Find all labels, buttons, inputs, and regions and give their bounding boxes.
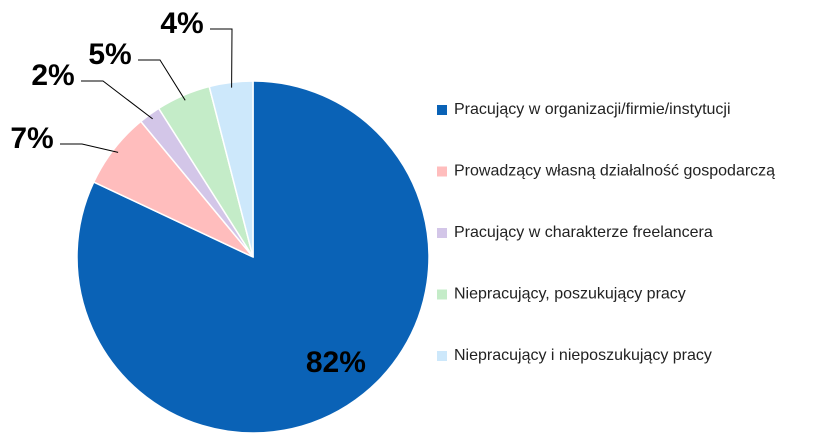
slice-label: 4% <box>160 7 203 40</box>
pie-slice <box>76 80 430 433</box>
leader-line <box>138 59 186 101</box>
slice-label: 7% <box>10 122 53 155</box>
legend-swatch <box>437 105 447 115</box>
legend-label: Prowadzący własną działalność gospodarcz… <box>454 163 775 180</box>
legend-swatch <box>437 351 447 361</box>
slice-label: 82% <box>306 346 366 379</box>
leader-line <box>81 80 153 120</box>
legend-label: Niepracujący, poszukujący pracy <box>454 286 686 303</box>
legend-swatch <box>437 289 447 300</box>
slice-label: 5% <box>88 38 131 71</box>
legend-label: Niepracujący i nieposzukujący pracy <box>454 347 712 364</box>
leader-line <box>60 143 119 153</box>
legend-label: Pracujący w charakterze freelancera <box>454 224 713 241</box>
legend-swatch <box>437 228 447 238</box>
leader-line <box>210 28 233 88</box>
legend-label: Pracujący w organizacji/firmie/instytucj… <box>454 101 731 118</box>
slice-label: 2% <box>31 59 74 92</box>
legend-swatch <box>437 166 447 177</box>
pie-slice <box>208 80 254 258</box>
